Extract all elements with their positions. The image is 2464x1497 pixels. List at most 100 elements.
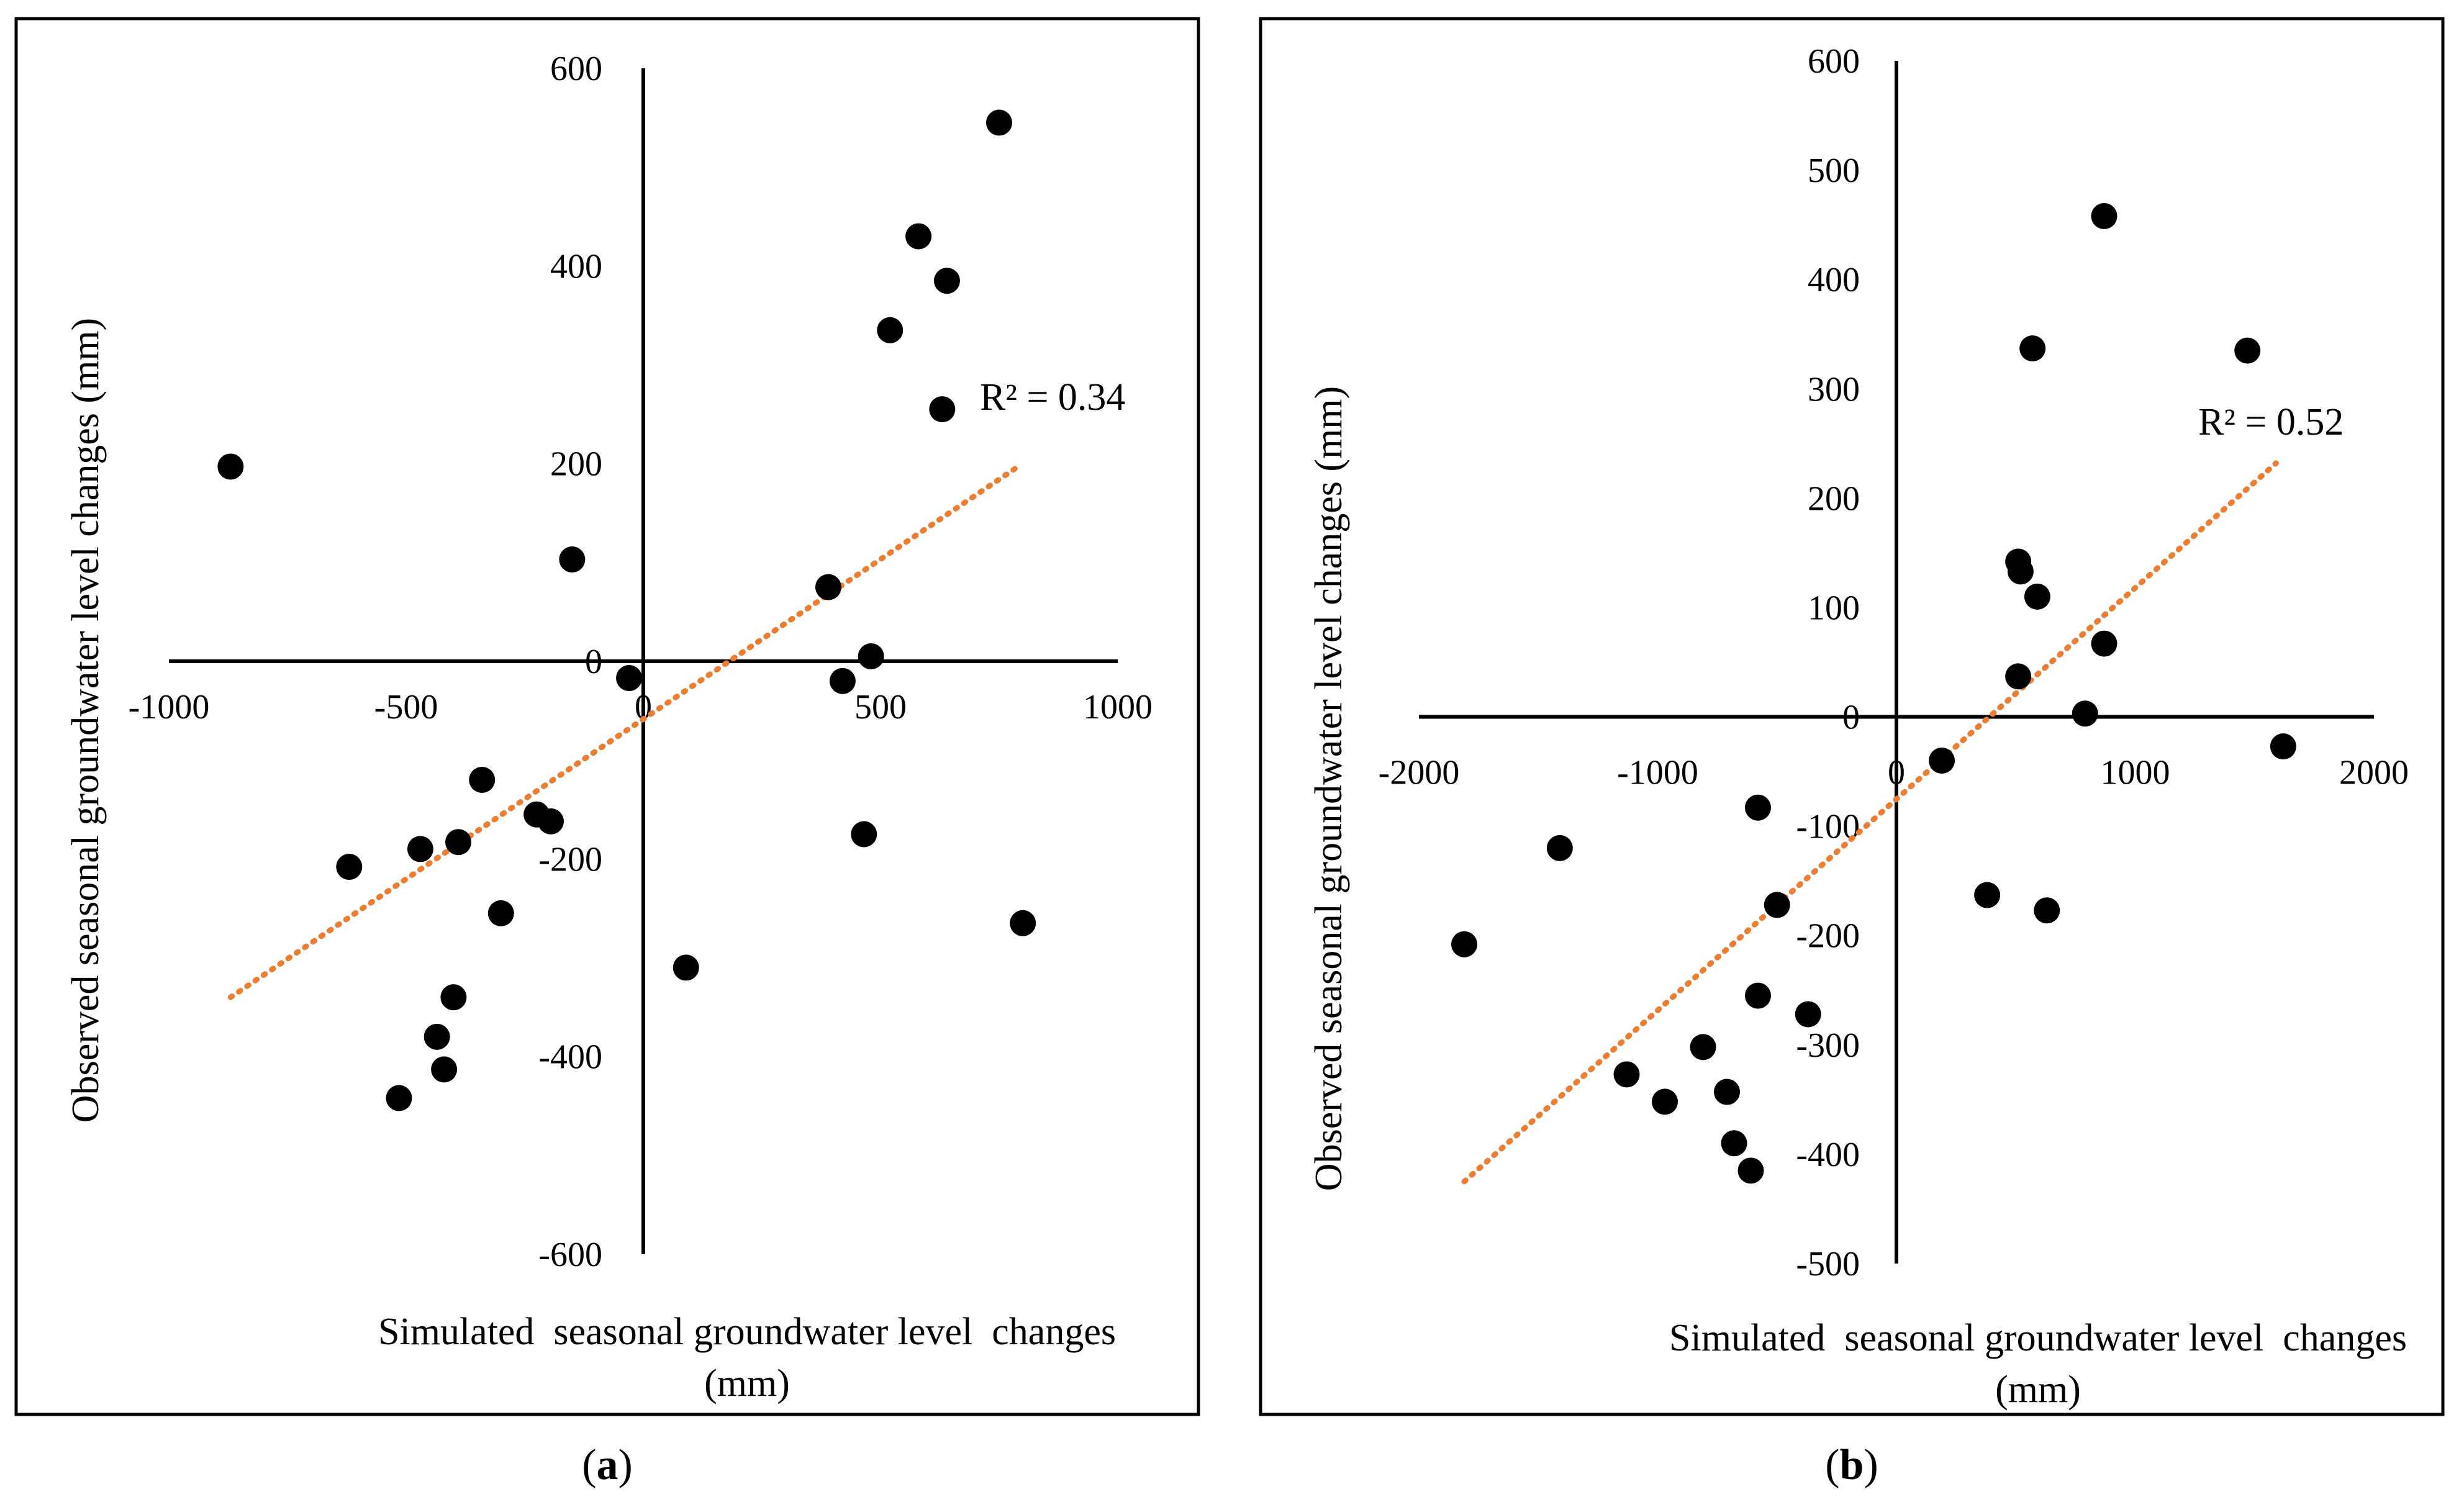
data-point bbox=[986, 109, 1012, 136]
panel-b-x-axis-title-line2: (mm) bbox=[1995, 1368, 2081, 1411]
data-point bbox=[1613, 1061, 1640, 1088]
data-point bbox=[559, 546, 586, 573]
panel-a-frame bbox=[14, 17, 1200, 1416]
y-tick-label: 100 bbox=[1808, 589, 1860, 627]
data-point bbox=[407, 836, 433, 862]
data-point bbox=[2091, 630, 2118, 657]
data-point bbox=[2091, 203, 2118, 230]
panel-b: -500-400-300-200-1000100200300400500600 … bbox=[1259, 17, 2445, 1416]
panel-a: -600-400-2000200400600 -1000-50005001000… bbox=[14, 17, 1200, 1416]
x-tick-label: 2000 bbox=[2339, 754, 2409, 792]
data-point bbox=[2019, 335, 2046, 362]
data-point bbox=[1744, 982, 1771, 1009]
panel-b-points bbox=[1451, 203, 2296, 1184]
data-point bbox=[1652, 1088, 1678, 1115]
data-point bbox=[2005, 663, 2032, 690]
caption-b-open: ( bbox=[1825, 1441, 1839, 1489]
data-point bbox=[445, 829, 472, 856]
data-point bbox=[1737, 1157, 1764, 1184]
data-point bbox=[2034, 897, 2060, 924]
caption-b-close: ) bbox=[1864, 1441, 1878, 1489]
data-point bbox=[877, 317, 904, 343]
panel-a-trendline bbox=[227, 463, 1021, 1000]
y-tick-label: 400 bbox=[550, 247, 602, 286]
caption-a-letter: a bbox=[597, 1441, 618, 1489]
data-point bbox=[1010, 910, 1036, 936]
y-tick-label: -600 bbox=[538, 1236, 602, 1274]
caption-a-close: ) bbox=[618, 1441, 633, 1489]
data-point bbox=[1764, 892, 1790, 918]
data-point bbox=[1451, 931, 1478, 957]
x-tick-label: 1000 bbox=[1083, 688, 1153, 726]
y-tick-label: 500 bbox=[1808, 152, 1860, 190]
x-tick-label: -1000 bbox=[1617, 754, 1698, 792]
y-tick-label: 400 bbox=[1808, 261, 1860, 299]
panel-a-x-ticks: -1000-50005001000 bbox=[129, 688, 1153, 726]
data-point bbox=[386, 1085, 412, 1111]
data-point bbox=[2024, 583, 2050, 610]
panel-b-trendline bbox=[1461, 460, 2279, 1185]
caption-b-letter: b bbox=[1840, 1441, 1864, 1489]
data-point bbox=[858, 643, 884, 670]
x-tick-label: -500 bbox=[374, 688, 438, 726]
panel-b-x-ticks: -2000-1000010002000 bbox=[1379, 754, 2409, 792]
data-point bbox=[673, 954, 699, 981]
data-point bbox=[487, 900, 514, 926]
y-tick-label: 600 bbox=[550, 50, 602, 88]
data-point bbox=[538, 808, 564, 834]
data-point bbox=[1690, 1034, 1716, 1061]
y-tick-label: 300 bbox=[1808, 370, 1860, 409]
y-tick-label: 600 bbox=[1808, 42, 1860, 81]
panel-a-y-axis-title: Observed seasonal groundwater level chan… bbox=[65, 318, 107, 1123]
data-point bbox=[1974, 882, 2001, 908]
data-point bbox=[424, 1023, 450, 1050]
data-point bbox=[336, 854, 363, 880]
panel-b-frame bbox=[1259, 17, 2445, 1416]
y-tick-label: -200 bbox=[1796, 917, 1860, 956]
data-point bbox=[815, 574, 841, 600]
y-tick-label: -400 bbox=[538, 1038, 602, 1077]
caption-a: (a) bbox=[582, 1441, 633, 1489]
panel-a-x-axis-title-line1: Simulated seasonal groundwater level cha… bbox=[378, 1311, 1116, 1353]
x-tick-label: 500 bbox=[854, 688, 907, 726]
panel-a-points bbox=[217, 109, 1036, 1111]
data-point bbox=[2270, 733, 2296, 760]
data-point bbox=[616, 665, 643, 692]
panel-b-r2-annotation: R² = 0.52 bbox=[2198, 401, 2344, 443]
data-point bbox=[1795, 1001, 1821, 1028]
data-point bbox=[1929, 747, 1955, 774]
y-tick-label: -400 bbox=[1796, 1136, 1860, 1174]
y-tick-label: 200 bbox=[550, 445, 602, 484]
data-point bbox=[929, 396, 956, 423]
data-point bbox=[905, 223, 932, 250]
panel-b-x-axis-title-line1: Simulated seasonal groundwater level cha… bbox=[1669, 1317, 2407, 1359]
panel-a-y-ticks: -600-400-2000200400600 bbox=[538, 50, 602, 1274]
y-tick-label: 200 bbox=[1808, 479, 1860, 518]
data-point bbox=[2234, 337, 2261, 364]
data-point bbox=[829, 667, 856, 694]
data-point bbox=[1744, 794, 1771, 821]
data-point bbox=[431, 1056, 458, 1083]
x-tick-label: 1000 bbox=[2101, 754, 2170, 792]
panel-a-x-axis-title-line2: (mm) bbox=[704, 1362, 790, 1404]
y-tick-label: -300 bbox=[1796, 1026, 1860, 1065]
panel-b-y-ticks: -500-400-300-200-1000100200300400500600 bbox=[1796, 42, 1860, 1283]
data-point bbox=[1546, 834, 1573, 861]
x-tick-label: -1000 bbox=[129, 688, 210, 726]
data-point bbox=[440, 984, 467, 1011]
data-point bbox=[2072, 700, 2098, 727]
data-point bbox=[851, 821, 877, 848]
y-tick-label: -500 bbox=[1796, 1245, 1860, 1283]
y-tick-label: -200 bbox=[538, 840, 602, 879]
x-tick-label: -2000 bbox=[1379, 754, 1460, 792]
data-point bbox=[469, 767, 496, 793]
panel-b-y-axis-title: Observed seasonal groundwater level chan… bbox=[1308, 386, 1350, 1191]
data-point bbox=[2007, 558, 2034, 585]
data-point bbox=[1714, 1079, 1741, 1105]
data-point bbox=[217, 453, 244, 480]
data-point bbox=[1721, 1130, 1747, 1157]
panel-a-r2-annotation: R² = 0.34 bbox=[980, 376, 1125, 418]
data-point bbox=[933, 268, 960, 294]
caption-b: (b) bbox=[1825, 1441, 1878, 1489]
